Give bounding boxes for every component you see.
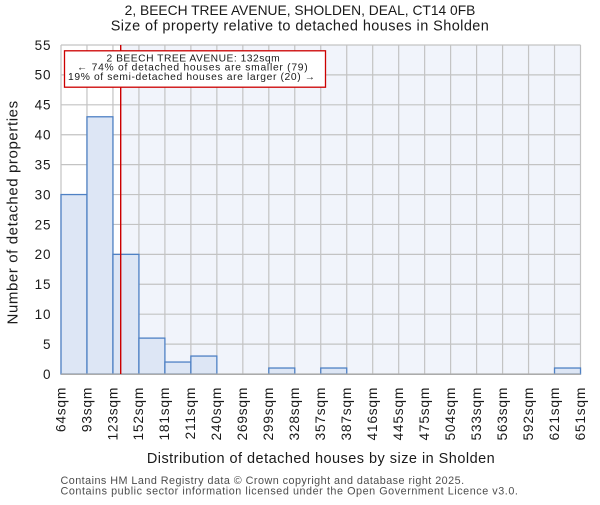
svg-text:40: 40 — [35, 128, 52, 143]
svg-text:Distribution of detached house: Distribution of detached houses by size … — [147, 451, 495, 467]
svg-text:Contains public sector informa: Contains public sector information licen… — [61, 486, 519, 498]
svg-text:445sqm: 445sqm — [391, 387, 406, 441]
svg-text:211sqm: 211sqm — [183, 387, 198, 440]
svg-text:35: 35 — [35, 157, 52, 172]
svg-text:357sqm: 357sqm — [313, 387, 328, 441]
svg-text:15: 15 — [35, 277, 52, 292]
svg-text:240sqm: 240sqm — [209, 387, 224, 441]
svg-text:55: 55 — [35, 38, 52, 53]
svg-text:64sqm: 64sqm — [53, 387, 68, 432]
svg-text:563sqm: 563sqm — [495, 387, 510, 441]
svg-text:152sqm: 152sqm — [131, 387, 146, 441]
svg-text:20: 20 — [35, 247, 52, 262]
svg-text:328sqm: 328sqm — [287, 387, 302, 441]
svg-text:Size of property relative to d: Size of property relative to detached ho… — [111, 19, 490, 35]
svg-text:2 BEECH TREE AVENUE: 132sqm: 2 BEECH TREE AVENUE: 132sqm — [107, 53, 281, 64]
svg-text:592sqm: 592sqm — [521, 387, 536, 441]
svg-text:504sqm: 504sqm — [443, 387, 458, 441]
svg-text:5: 5 — [43, 337, 51, 352]
svg-text:19% of semi-detached houses ar: 19% of semi-detached houses are larger (… — [68, 72, 316, 83]
svg-text:93sqm: 93sqm — [79, 387, 94, 432]
svg-text:25: 25 — [35, 217, 52, 232]
svg-text:181sqm: 181sqm — [157, 387, 172, 441]
svg-text:269sqm: 269sqm — [235, 387, 250, 441]
svg-text:Contains HM Land Registry data: Contains HM Land Registry data © Crown c… — [61, 475, 465, 487]
svg-text:123sqm: 123sqm — [105, 387, 120, 441]
svg-text:30: 30 — [35, 187, 52, 202]
svg-text:2, BEECH TREE AVENUE, SHOLDEN,: 2, BEECH TREE AVENUE, SHOLDEN, DEAL, CT1… — [125, 3, 476, 18]
svg-text:50: 50 — [35, 68, 52, 83]
svg-text:533sqm: 533sqm — [469, 387, 484, 441]
svg-text:Number of detached properties: Number of detached properties — [4, 100, 21, 324]
svg-text:387sqm: 387sqm — [339, 387, 354, 441]
svg-text:416sqm: 416sqm — [365, 387, 380, 441]
svg-text:0: 0 — [43, 367, 51, 382]
svg-text:621sqm: 621sqm — [547, 387, 562, 441]
svg-text:299sqm: 299sqm — [261, 387, 276, 441]
svg-text:45: 45 — [35, 98, 52, 113]
svg-text:475sqm: 475sqm — [417, 387, 432, 441]
svg-text:10: 10 — [35, 307, 52, 322]
svg-text:← 74% of detached houses are s: ← 74% of detached houses are smaller (79… — [77, 63, 308, 74]
svg-text:651sqm: 651sqm — [573, 387, 588, 441]
